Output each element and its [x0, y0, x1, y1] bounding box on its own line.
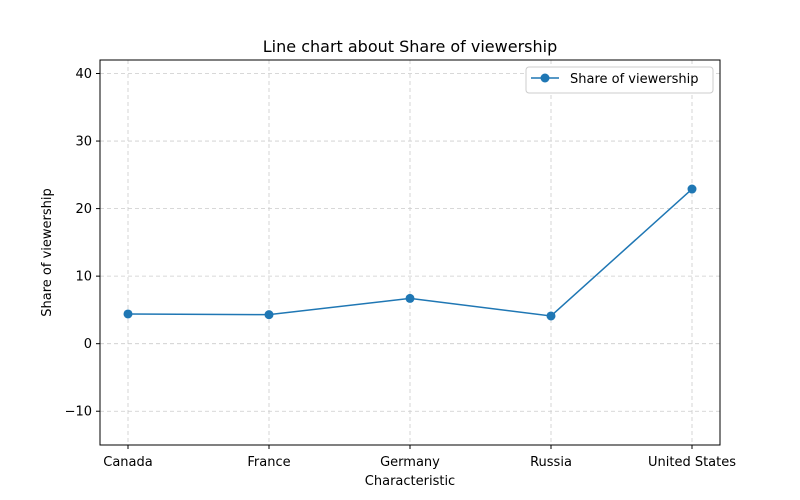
- x-axis-title: Characteristic: [365, 474, 455, 489]
- data-point: [264, 310, 274, 320]
- x-tick-label: United States: [648, 455, 736, 470]
- series-layer: [123, 184, 697, 321]
- legend-box: [525, 66, 714, 94]
- y-tick-label: 0: [84, 337, 92, 352]
- data-point: [405, 293, 415, 303]
- y-tick-label: 20: [75, 202, 92, 217]
- grid-lines: [100, 60, 720, 445]
- x-tick-label: Russia: [530, 455, 572, 470]
- y-tick-label: 30: [75, 135, 92, 150]
- y-tick-label: −10: [65, 405, 92, 420]
- data-point: [546, 311, 556, 321]
- chart-title: Line chart about Share of viewership: [263, 37, 557, 56]
- x-tick-label: France: [247, 455, 290, 470]
- y-tick-label: 10: [75, 270, 92, 285]
- legend-label: Share of viewership: [570, 72, 698, 87]
- data-point: [687, 184, 697, 194]
- y-axis-title: Share of viewership: [40, 188, 55, 316]
- axis-ticks: −10 0 10 20 30 40 Canada France Germany Russia Uni…: [65, 67, 737, 470]
- x-tick-label: Germany: [380, 455, 440, 470]
- legend: Share of viewership: [525, 66, 714, 94]
- x-tick-label: Canada: [103, 455, 152, 470]
- data-point: [123, 309, 133, 319]
- y-tick-label: 40: [75, 67, 92, 82]
- legend-marker: [540, 73, 550, 83]
